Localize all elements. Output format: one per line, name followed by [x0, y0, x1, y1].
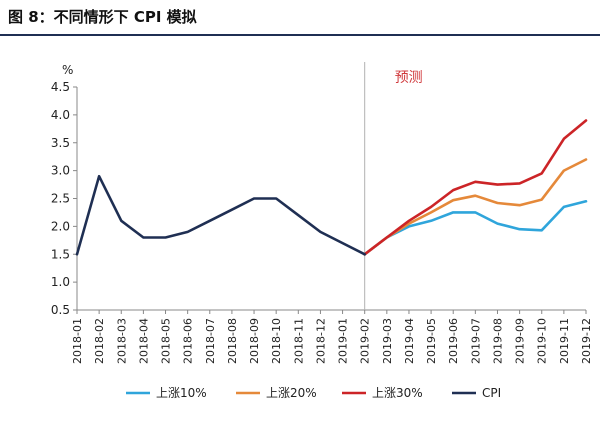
x-tick-label: 2019-09 — [514, 318, 527, 364]
series-line-30pct — [363, 119, 588, 256]
y-tick-label: 1.5 — [51, 247, 70, 261]
y-tick-label: 3.0 — [51, 164, 70, 178]
y-tick-label: 4.0 — [51, 108, 70, 122]
tick-labels: 0.5 1.0 1.5 2.0 2.5 3.0 3.5 4.0 4.5% 2018-01 2018-… — [51, 63, 593, 364]
x-tick-label: 2019-02 — [359, 318, 372, 364]
y-tick-label: 2.0 — [51, 219, 70, 233]
legend-label-30pct: 上涨30% — [372, 385, 423, 400]
x-tick-label: 2019-03 — [381, 318, 394, 364]
x-tick-label: 2019-10 — [536, 318, 549, 364]
x-tick-label: 2018-08 — [226, 318, 239, 364]
legend-label-cpi: CPI — [482, 386, 501, 400]
legend: 上涨10% 上涨20% 上涨30% CPI — [126, 385, 501, 400]
x-tick-label: 2019-12 — [580, 318, 593, 364]
y-tick-label: 1.0 — [51, 275, 70, 289]
series-line-10pct — [363, 200, 588, 256]
x-tick-label: 2019-08 — [491, 318, 504, 364]
x-tick-label: 2018-02 — [93, 318, 106, 364]
x-tick-label: 2019-05 — [425, 318, 438, 364]
x-tick-label: 2019-06 — [447, 318, 460, 364]
y-tick-label: 2.5 — [51, 192, 70, 206]
x-tick-label: 2019-04 — [403, 318, 416, 364]
x-tick-label: 2018-03 — [115, 318, 128, 364]
x-tick-label: 2019-11 — [558, 318, 571, 364]
x-tick-label: 2018-11 — [292, 318, 305, 364]
x-tick-label: 2019-01 — [337, 318, 350, 364]
x-tick-label: 2018-09 — [248, 318, 261, 364]
figure-title: 图 8：不同情形下 CPI 模拟 — [8, 8, 197, 26]
x-tick-label: 2018-12 — [314, 318, 327, 364]
series-line-cpi — [75, 174, 367, 256]
y-axis-unit-label: % — [62, 63, 73, 77]
y-tick-label: 0.5 — [51, 303, 70, 317]
x-tick-label: 2018-10 — [270, 318, 283, 364]
x-tick-label: 2018-07 — [204, 318, 217, 364]
forecast-annotation: 预测 — [395, 70, 423, 86]
axes — [73, 62, 587, 314]
x-tick-label: 2018-05 — [160, 318, 173, 364]
x-tick-label: 2019-07 — [469, 318, 482, 364]
title-rule — [0, 34, 600, 36]
legend-label-20pct: 上涨20% — [266, 385, 317, 400]
y-tick-label: 3.5 — [51, 136, 70, 150]
x-tick-label: 2018-04 — [137, 318, 150, 364]
x-tick-label: 2018-06 — [182, 318, 195, 364]
x-tick-label: 2018-01 — [71, 318, 84, 364]
series-line-20pct — [363, 158, 588, 256]
legend-label-10pct: 上涨10% — [156, 385, 207, 400]
y-tick-label: 4.5 — [51, 80, 70, 94]
series-lines — [75, 119, 588, 256]
